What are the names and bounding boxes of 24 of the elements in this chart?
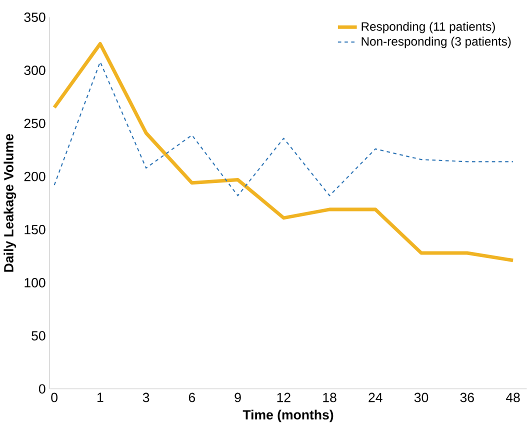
x-tick-label: 1: [98, 392, 104, 402]
y-tick-label: 100: [24, 278, 46, 288]
y-tick-label: 150: [24, 225, 46, 234]
x-tick-label: 9: [234, 392, 241, 402]
y-tick-label: 300: [24, 66, 46, 76]
x-tick-label: 48: [506, 392, 520, 402]
x-tick-label: 18: [323, 392, 336, 402]
x-tick-label: 0: [51, 392, 58, 402]
y-tick-label: 0: [38, 384, 46, 394]
y-tick-label: 250: [24, 118, 46, 128]
y-axis-title: Daily Leakage Volume: [4, 134, 16, 272]
x-tick-label: 24: [368, 392, 382, 402]
legend-label: Non-responding (3 patients): [362, 36, 511, 48]
x-tick-label: 36: [460, 392, 474, 402]
x-tick-label: 12: [277, 392, 290, 402]
y-tick-label: 350: [24, 12, 46, 22]
line-series: [54, 61, 514, 196]
legend-label: Responding (11 patients): [362, 22, 495, 34]
x-tick-label: 6: [188, 392, 196, 402]
y-tick-label: 50: [32, 331, 46, 341]
x-tick-label: 30: [414, 392, 428, 402]
y-tick-label: 200: [24, 172, 46, 182]
x-axis-title: Time (months): [242, 410, 334, 422]
x-tick-label: 3: [142, 392, 150, 402]
